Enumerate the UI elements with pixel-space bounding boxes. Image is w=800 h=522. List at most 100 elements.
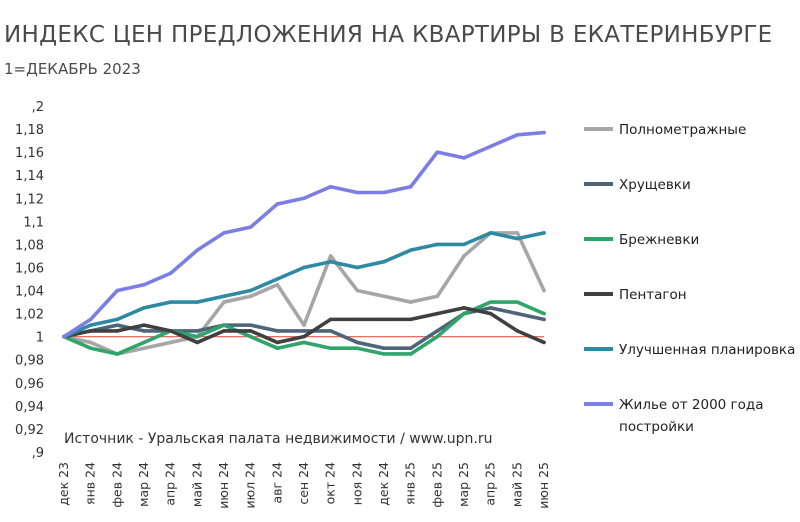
- data-point: [88, 317, 93, 322]
- data-point: [328, 329, 333, 333]
- data-point: [355, 265, 360, 270]
- x-tick-label: фев 24: [109, 462, 124, 508]
- y-tick-label: 1,08: [15, 238, 44, 253]
- data-point: [515, 133, 520, 137]
- series-lines: [62, 130, 546, 356]
- x-tick-label: дек 23: [56, 462, 71, 506]
- data-point: [488, 300, 493, 304]
- data-point: [168, 329, 173, 333]
- x-tick-label: дек 24: [376, 462, 391, 506]
- data-point: [222, 300, 226, 304]
- y-tick-label: 1,1: [23, 215, 44, 230]
- legend-label: Улучшенная планировка: [619, 342, 795, 358]
- data-point: [302, 323, 306, 327]
- source-note: Источник - Уральская палата недвижимости…: [64, 431, 493, 447]
- data-point: [115, 317, 120, 322]
- legend-label: Брежневки: [619, 232, 699, 248]
- y-tick-label: 1,16: [15, 146, 44, 161]
- data-point: [515, 300, 520, 304]
- y-tick-label: ,9: [32, 446, 44, 461]
- data-point: [302, 334, 306, 339]
- x-tick-label: апр 25: [483, 462, 498, 506]
- data-point: [542, 311, 546, 316]
- data-point: [542, 231, 546, 235]
- data-point: [435, 329, 440, 333]
- x-tick-label: окт 24: [323, 462, 338, 504]
- data-point: [408, 184, 413, 189]
- data-point: [248, 334, 253, 339]
- data-point: [542, 340, 546, 345]
- data-point: [382, 190, 386, 195]
- data-point: [542, 130, 546, 135]
- y-tick-label: 1: [36, 331, 44, 346]
- legend-label: Жилье от 2000 года постройки: [619, 397, 764, 435]
- y-tick-label: 0,98: [15, 354, 44, 369]
- data-point: [275, 329, 280, 333]
- x-tick-label: июн 24: [216, 462, 231, 509]
- data-point: [328, 317, 333, 322]
- data-point: [168, 271, 173, 276]
- data-point: [302, 265, 306, 270]
- data-point: [195, 340, 200, 345]
- legend-label: Пентагон: [619, 287, 687, 303]
- data-point: [142, 323, 146, 327]
- x-tick-label: мар 25: [456, 462, 471, 507]
- data-point: [435, 311, 440, 316]
- data-point: [435, 294, 440, 299]
- x-tick-label: июн 25: [536, 462, 551, 509]
- data-point: [302, 329, 306, 333]
- data-point: [248, 294, 253, 299]
- data-point: [88, 329, 93, 333]
- x-tick-label: июл 24: [243, 462, 258, 509]
- data-point: [462, 242, 466, 247]
- data-point: [488, 311, 493, 316]
- data-point: [222, 231, 226, 235]
- data-point: [328, 184, 333, 189]
- data-point: [142, 340, 146, 345]
- data-point: [142, 329, 146, 333]
- data-point: [302, 340, 306, 345]
- data-point: [462, 306, 466, 310]
- data-point: [355, 340, 360, 345]
- x-tick-label: апр 24: [163, 462, 178, 506]
- data-point: [542, 317, 546, 322]
- data-point: [248, 288, 253, 293]
- data-point: [142, 306, 146, 310]
- data-point: [195, 248, 200, 252]
- data-point: [142, 282, 146, 287]
- data-point: [328, 254, 333, 258]
- legend-label: Хрущевки: [619, 177, 691, 193]
- data-point: [408, 346, 413, 351]
- chart-title: ИНДЕКС ЦЕН ПРЕДЛОЖЕНИЯ НА КВАРТИРЫ В ЕКА…: [4, 22, 773, 48]
- data-point: [382, 317, 386, 322]
- data-point: [115, 329, 120, 333]
- data-point: [515, 311, 520, 316]
- data-point: [275, 340, 280, 345]
- data-point: [168, 340, 173, 345]
- data-point: [382, 352, 386, 356]
- data-point: [408, 317, 413, 322]
- data-point: [275, 346, 280, 351]
- data-point: [115, 352, 120, 356]
- data-point: [222, 323, 226, 327]
- x-tick-label: май 25: [509, 462, 524, 507]
- data-point: [488, 306, 493, 310]
- data-point: [222, 294, 226, 299]
- y-tick-label: ,2: [32, 100, 44, 115]
- data-point: [542, 288, 546, 293]
- y-axis-ticks: ,9 0,92 0,94 0,96 0,98 1 1,02 1,04 1,06 1,08 1,1 1,…: [15, 100, 44, 461]
- data-point: [88, 323, 93, 327]
- data-point: [462, 254, 466, 258]
- data-point: [88, 346, 93, 351]
- data-point: [435, 150, 440, 154]
- x-tick-label: сен 24: [296, 462, 311, 505]
- x-tick-label: янв 24: [83, 462, 98, 505]
- data-point: [115, 288, 120, 293]
- data-point: [462, 311, 466, 316]
- x-tick-label: фев 25: [429, 462, 444, 508]
- data-point: [195, 300, 200, 304]
- legend: Полнометражные Хрущевки Брежневки Пентагон У…: [584, 122, 795, 435]
- y-tick-label: 0,96: [15, 377, 44, 392]
- legend-label: Полнометражные: [619, 122, 746, 138]
